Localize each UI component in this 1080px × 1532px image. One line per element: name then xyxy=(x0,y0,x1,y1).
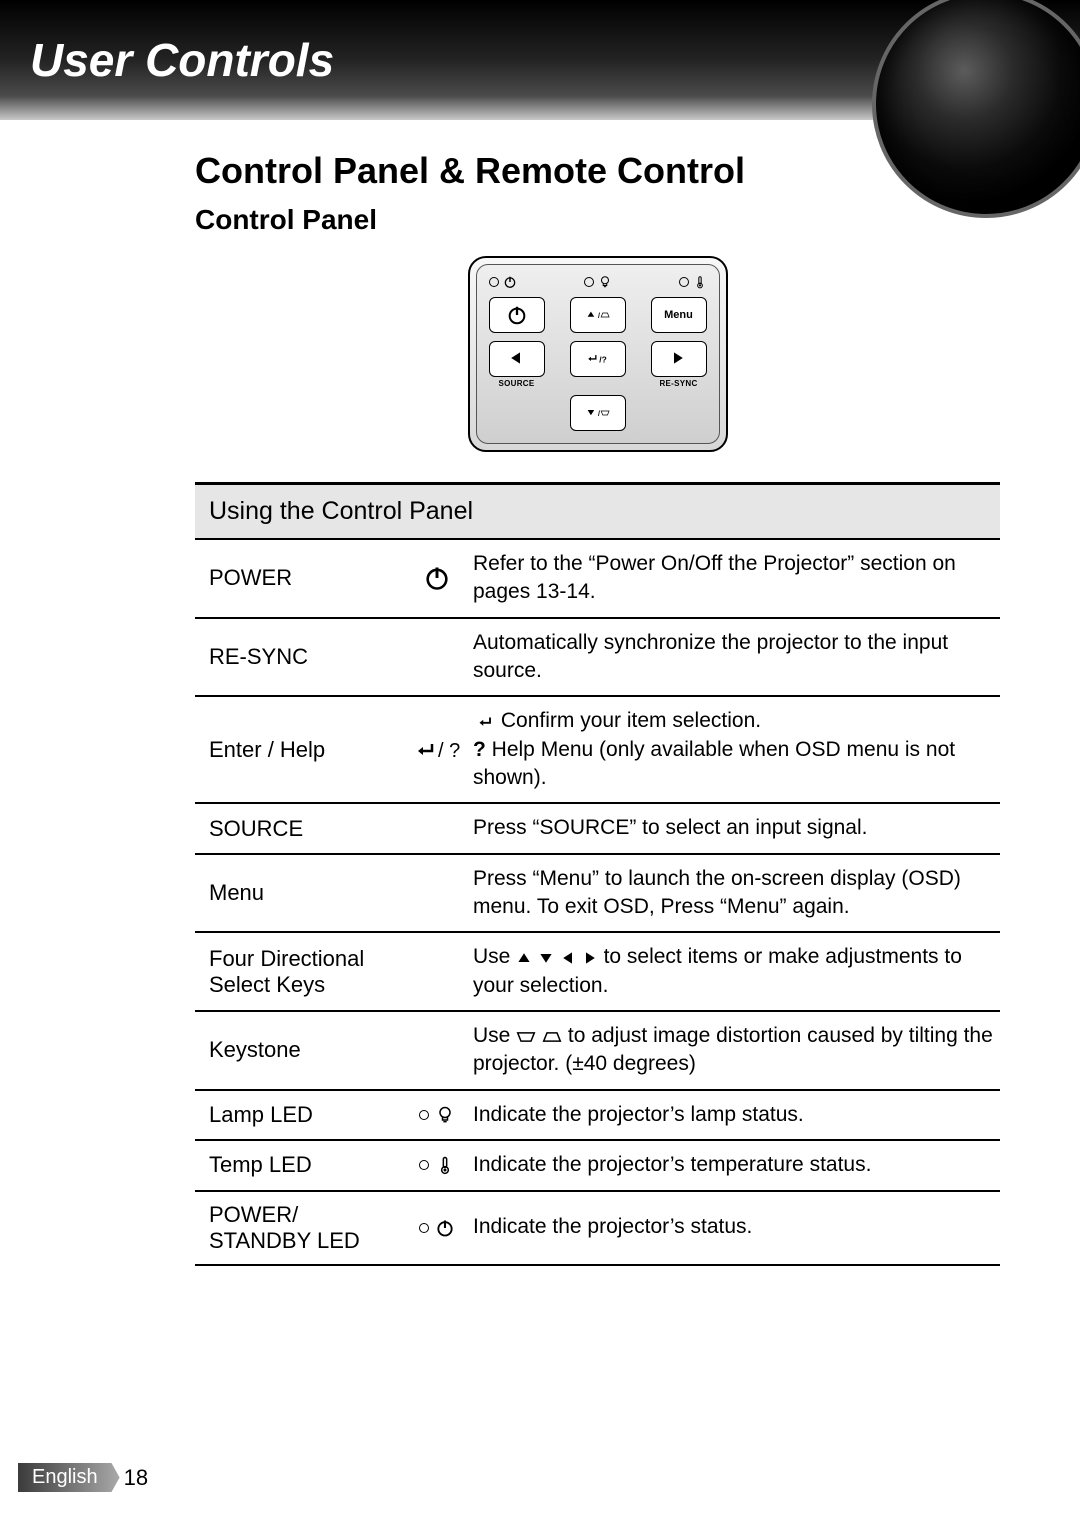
row-name: Keystone xyxy=(201,1037,401,1063)
desc-part: Confirm your item selection. xyxy=(501,709,761,732)
table-header: Using the Control Panel xyxy=(195,485,1000,540)
svg-text:/?: /? xyxy=(599,354,607,364)
section-title: Control Panel & Remote Control xyxy=(195,150,1000,192)
led-lamp-indicator xyxy=(584,275,612,289)
table-row: Keystone Use to adjust image distortion … xyxy=(195,1012,1000,1091)
row-desc: Indicate the projector’s lamp status. xyxy=(473,1101,994,1129)
svg-text:/: / xyxy=(598,312,600,320)
page-footer: English 18 xyxy=(18,1463,148,1492)
panel-resync-label: RE-SYNC xyxy=(659,379,697,388)
row-desc: Indicate the projector’s status. xyxy=(473,1213,994,1241)
svg-text:/ ?: / ? xyxy=(438,740,460,762)
row-name: Enter / Help xyxy=(201,737,401,763)
section-subtitle: Control Panel xyxy=(195,204,1000,236)
footer-language: English xyxy=(18,1463,120,1492)
panel-menu-label: Menu xyxy=(664,309,693,321)
row-name: POWER xyxy=(201,565,401,591)
svg-text:/: / xyxy=(598,410,600,418)
control-panel-table: Using the Control Panel POWER Refer to t… xyxy=(195,482,1000,1266)
power-icon xyxy=(401,564,473,592)
row-desc: Press “SOURCE” to select an input signal… xyxy=(473,814,994,842)
panel-left-source-button[interactable]: SOURCE xyxy=(489,341,545,377)
row-desc: Automatically synchronize the projector … xyxy=(473,629,994,686)
panel-source-label: SOURCE xyxy=(498,379,534,388)
table-row: SOURCE Press “SOURCE” to select an input… xyxy=(195,804,1000,854)
panel-up-keystone-button[interactable]: / xyxy=(570,297,626,333)
led-lamp-icon xyxy=(401,1103,473,1126)
row-name: RE-SYNC xyxy=(201,644,401,670)
row-desc: Confirm your item selection. ? Help Menu… xyxy=(473,707,994,792)
row-desc: Use to select items or make adjustments … xyxy=(473,943,994,1000)
row-name: Four Directional Select Keys xyxy=(201,946,401,998)
table-row: Enter / Help / ? Confirm your item selec… xyxy=(195,697,1000,804)
table-row: RE-SYNC Automatically synchronize the pr… xyxy=(195,619,1000,698)
panel-menu-button[interactable]: Menu xyxy=(651,297,707,333)
control-panel-diagram: / Menu SOURCE /? RE-SYNC / xyxy=(468,256,728,452)
led-temp-indicator xyxy=(679,275,707,289)
row-name: Menu xyxy=(201,880,401,906)
panel-down-keystone-button[interactable]: / xyxy=(570,395,626,431)
table-row: Menu Press “Menu” to launch the on-scree… xyxy=(195,855,1000,934)
table-row: Lamp LED Indicate the projector’s lamp s… xyxy=(195,1091,1000,1141)
row-name: SOURCE xyxy=(201,816,401,842)
header-banner: User Controls xyxy=(0,0,1080,120)
desc-part: Use xyxy=(473,945,516,968)
row-desc: Indicate the projector’s temperature sta… xyxy=(473,1151,994,1179)
table-row: Temp LED Indicate the projector’s temper… xyxy=(195,1141,1000,1191)
content: Control Panel & Remote Control Control P… xyxy=(0,120,1080,1266)
page-title: User Controls xyxy=(30,33,334,87)
enter-help-icon: / ? xyxy=(401,737,473,763)
row-desc: Use to adjust image distortion caused by… xyxy=(473,1022,994,1079)
led-power-icon xyxy=(401,1216,473,1239)
row-name: Temp LED xyxy=(201,1152,401,1178)
row-name: POWER/ STANDBY LED xyxy=(201,1202,401,1254)
row-desc: Refer to the “Power On/Off the Projector… xyxy=(473,550,994,607)
table-row: POWER/ STANDBY LED Indicate the projecto… xyxy=(195,1192,1000,1266)
panel-right-resync-button[interactable]: RE-SYNC xyxy=(651,341,707,377)
panel-power-button[interactable] xyxy=(489,297,545,333)
panel-enter-help-button[interactable]: /? xyxy=(570,341,626,377)
table-row: Four Directional Select Keys Use to sele… xyxy=(195,933,1000,1012)
desc-part: Use xyxy=(473,1024,516,1047)
row-desc: Press “Menu” to launch the on-screen dis… xyxy=(473,865,994,922)
row-name: Lamp LED xyxy=(201,1102,401,1128)
table-row: POWER Refer to the “Power On/Off the Pro… xyxy=(195,540,1000,619)
led-power-indicator xyxy=(489,275,517,289)
footer-page-number: 18 xyxy=(124,1465,148,1491)
led-temp-icon xyxy=(401,1154,473,1177)
desc-part: Help Menu (only available when OSD menu … xyxy=(473,738,955,789)
